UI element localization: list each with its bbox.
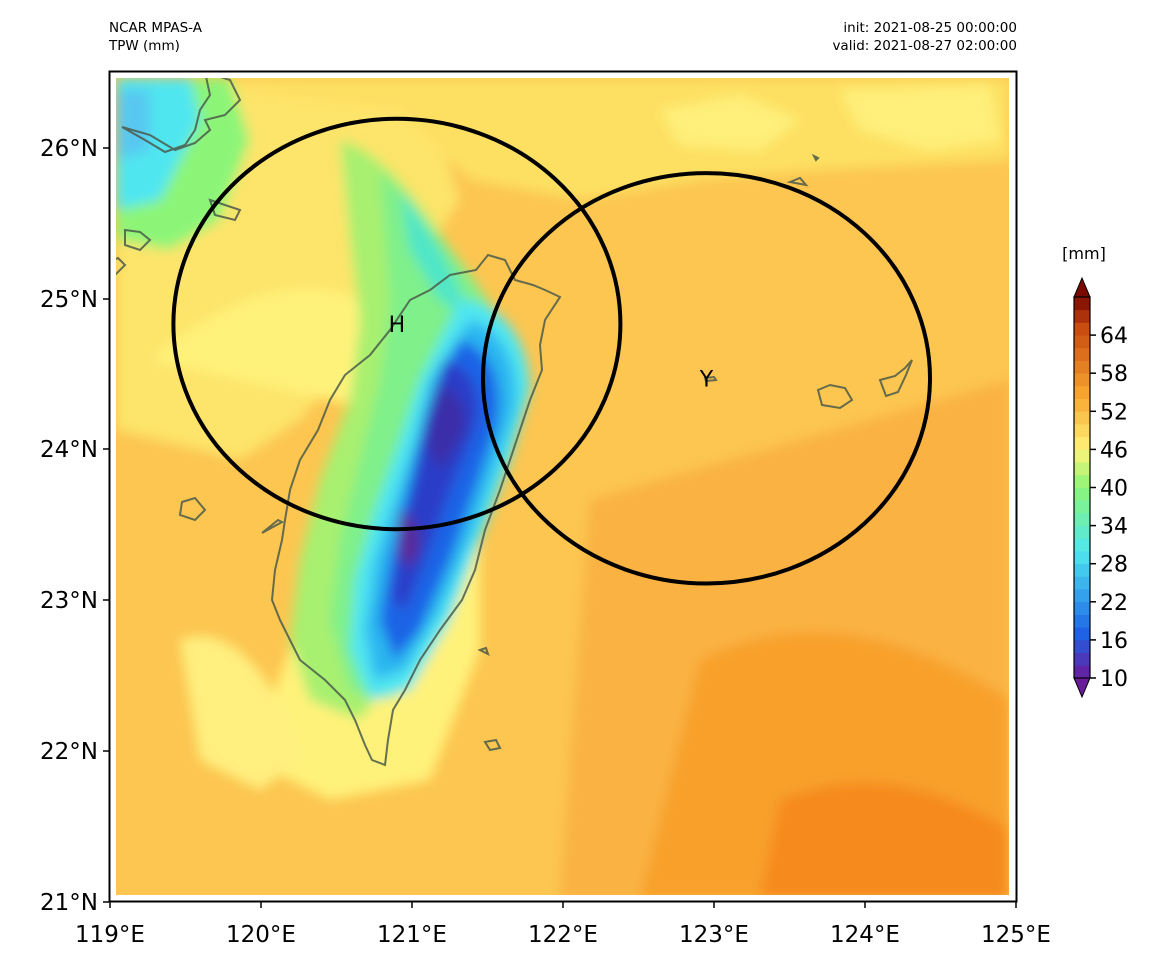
colorbar-tick-label: 10 [1100, 667, 1128, 692]
colorbar-cells [1074, 297, 1090, 679]
x-tick-label: 120°E [226, 922, 296, 948]
colorbar-cell [1074, 474, 1090, 488]
colorbar-cell [1074, 335, 1090, 349]
x-tick-label: 125°E [981, 922, 1051, 948]
y-axis: 21°N 22°N 23°N 24°N 25°N 26°N [40, 136, 109, 916]
y-tick-label: 24°N [40, 437, 98, 463]
x-tick-label: 122°E [528, 922, 598, 948]
colorbar-cell [1074, 589, 1090, 603]
colorbar-cell [1074, 576, 1090, 590]
x-tick-label: 121°E [377, 922, 447, 948]
variable-name: TPW (mm) [109, 38, 180, 54]
colorbar-cell [1074, 601, 1090, 615]
colorbar-tick-label: 58 [1100, 362, 1128, 387]
colorbar-tick-label: 52 [1100, 400, 1128, 425]
x-axis: 119°E 120°E 121°E 122°E 123°E 124°E 125°… [75, 902, 1051, 948]
colorbar-cell [1074, 449, 1090, 463]
colorbar-extend-bottom [1073, 677, 1091, 699]
colorbar-cell [1074, 360, 1090, 374]
colorbar-cell [1074, 665, 1090, 679]
colorbar-cell [1074, 500, 1090, 514]
colorbar-cell [1074, 347, 1090, 361]
colorbar-cell [1074, 411, 1090, 425]
y-tick-label: 22°N [40, 739, 98, 765]
colorbar-cell [1074, 512, 1090, 526]
colorbar-tick-label: 40 [1100, 477, 1128, 502]
circle-h [171, 116, 623, 532]
colorbar-cell [1074, 436, 1090, 450]
colorbar-cell [1074, 639, 1090, 653]
colorbar-cell [1074, 385, 1090, 399]
colorbar-unit: [mm] [1062, 244, 1106, 263]
valid-time: valid: 2021-08-27 02:00:00 [832, 38, 1017, 54]
init-time: init: 2021-08-25 00:00:00 [843, 20, 1017, 36]
x-tick-label: 119°E [75, 922, 145, 948]
colorbar-tick-label: 16 [1100, 629, 1128, 654]
colorbar-ticks: 10 16 22 28 34 40 46 52 58 64 [1090, 324, 1128, 692]
colorbar: [mm] 10 16 22 28 34 40 46 52 58 64 [1062, 244, 1128, 699]
y-tick-label: 26°N [40, 136, 98, 162]
colorbar-tick-label: 22 [1100, 591, 1128, 616]
colorbar-cell [1074, 487, 1090, 501]
header-left: NCAR MPAS-A TPW (mm) [109, 19, 202, 55]
circle-y [481, 171, 932, 586]
colorbar-cell [1074, 373, 1090, 387]
colorbar-cell [1074, 652, 1090, 666]
colorbar-cell [1074, 424, 1090, 438]
x-tick-label: 123°E [679, 922, 749, 948]
y-tick-label: 23°N [40, 588, 98, 614]
y-tick-label: 21°N [40, 890, 98, 916]
colorbar-extend-top [1073, 276, 1091, 298]
colorbar-cell [1074, 297, 1090, 311]
colorbar-cell [1074, 462, 1090, 476]
map-frame [108, 70, 1018, 903]
x-tick-label: 124°E [830, 922, 900, 948]
colorbar-cell [1074, 563, 1090, 577]
colorbar-tick-label: 46 [1100, 438, 1128, 463]
label-h: H [389, 313, 406, 338]
colorbar-tick-label: 34 [1100, 515, 1128, 540]
colorbar-tick-label: 64 [1100, 324, 1128, 349]
colorbar-cell [1074, 627, 1090, 641]
circle-group [171, 116, 932, 586]
tpw-field [116, 78, 1009, 895]
colorbar-cell [1074, 309, 1090, 323]
model-name: NCAR MPAS-A [109, 20, 202, 36]
colorbar-cell [1074, 551, 1090, 565]
label-y: Y [699, 367, 714, 392]
colorbar-tick-label: 28 [1100, 553, 1128, 578]
colorbar-cell [1074, 538, 1090, 552]
colorbar-cell [1074, 398, 1090, 412]
colorbar-cell [1074, 614, 1090, 628]
colorbar-cell [1074, 525, 1090, 539]
colorbar-cell [1074, 322, 1090, 336]
header-right: init: 2021-08-25 00:00:00 valid: 2021-08-… [832, 19, 1017, 55]
y-tick-label: 25°N [40, 287, 98, 313]
